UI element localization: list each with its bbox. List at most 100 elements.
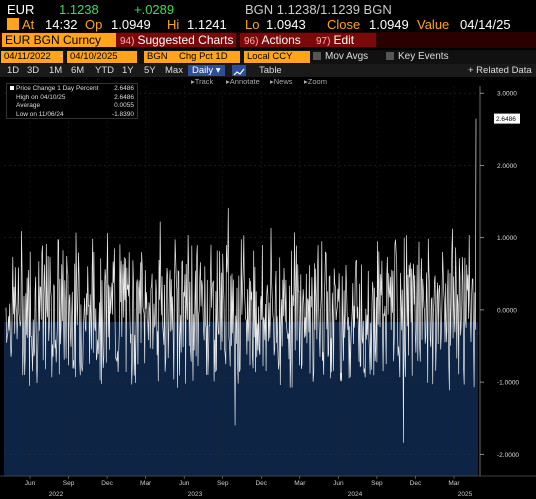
y-tick-label: 3.0000: [497, 91, 517, 98]
y-tick-label: 1.0000: [497, 235, 517, 242]
x-month-label: Jun: [179, 480, 190, 487]
low-label: Lo: [245, 17, 260, 32]
legend-value: 2.6486: [114, 85, 134, 92]
series-layer: [5, 118, 477, 443]
suggested-num: 94): [120, 36, 135, 47]
legend-label: Average: [16, 102, 41, 110]
close-value: 1.0949: [369, 17, 409, 32]
series-swatch: [10, 86, 14, 90]
x-year-label: 2022: [49, 491, 64, 498]
study-field[interactable]: Chg Pct 1D: [176, 51, 240, 63]
actions-label: Actions: [261, 33, 301, 47]
y-tick-label: 0.0000: [497, 307, 517, 314]
security-field[interactable]: EUR BGN Curncy: [2, 33, 120, 47]
range-1m[interactable]: 1M: [49, 65, 63, 76]
edit-button[interactable]: 97) Edit: [312, 33, 376, 47]
chart-legend: Price Change 1 Day Percent 2.6486 High on…: [6, 83, 138, 119]
price-change: +.0289: [134, 2, 175, 17]
chevron-down-icon: ▾: [215, 65, 221, 76]
range-ytd[interactable]: YTD: [95, 65, 114, 76]
start-date-field[interactable]: 04/11/2022: [1, 51, 63, 63]
x-month-label: Sep: [371, 480, 383, 487]
last-value-tag: [494, 113, 520, 124]
status-bar: At 14:32 Op 1.0949 Hi 1.1241 Lo 1.0943 C…: [0, 17, 536, 32]
legend-label: Low on 11/06/24: [16, 110, 64, 118]
news-tool[interactable]: ▸ News: [270, 77, 293, 86]
legend-row: Price Change 1 Day Percent 2.6486: [10, 85, 134, 94]
x-month-label: Sep: [63, 480, 75, 487]
x-year-label: 2024: [348, 491, 363, 498]
high-value: 1.1241: [187, 17, 227, 32]
range-5y[interactable]: 5Y: [144, 65, 156, 76]
legend-label: High on 04/10/25: [16, 93, 66, 101]
key-events-label: Key Events: [398, 51, 449, 62]
range-max[interactable]: Max: [165, 65, 183, 76]
news-label: News: [273, 77, 293, 86]
last-value-label: 2.6486: [496, 116, 516, 123]
date-separator: -: [60, 51, 64, 62]
time: 14:32: [45, 17, 78, 32]
source-field[interactable]: BGN: [144, 51, 176, 63]
x-month-label: Mar: [448, 480, 460, 487]
x-month-label: Jun: [25, 480, 36, 487]
menu-bar: EUR BGN Curncy 94) Suggested Charts 96) Ac…: [0, 32, 536, 48]
track-tool[interactable]: ▸ Track: [191, 77, 214, 86]
range-1d[interactable]: 1D: [7, 65, 20, 76]
actions-button[interactable]: 96) Actions: [240, 33, 312, 47]
checkbox-icon: [386, 52, 394, 60]
related-data-button[interactable]: + Related Data: [468, 65, 532, 76]
track-label: Track: [194, 77, 214, 86]
legend-value: 2.6486: [114, 93, 134, 101]
end-date-field[interactable]: 04/10/2025: [67, 51, 137, 63]
line-chart-glyph: [233, 68, 245, 76]
edit-label: Edit: [333, 33, 355, 47]
x-month-label: Mar: [294, 480, 306, 487]
y-tick-label: -2.0000: [497, 452, 519, 459]
ticker: EUR: [7, 2, 35, 17]
mov-avgs-toggle[interactable]: Mov Avgs: [313, 50, 368, 64]
checkbox-icon: [313, 52, 321, 60]
table-button[interactable]: Table: [259, 65, 282, 76]
suggested-label: Suggested Charts: [137, 33, 234, 47]
x-month-label: Sep: [217, 480, 229, 487]
zoom-label: Zoom: [307, 77, 327, 86]
value-label: Value: [417, 17, 450, 32]
x-month-label: Dec: [410, 480, 422, 487]
range-1y[interactable]: 1Y: [122, 65, 134, 76]
legend-row: Low on 11/06/24 -1.8390: [10, 111, 134, 120]
y-tick-label: -1.0000: [497, 380, 519, 387]
legend-value: -1.8390: [111, 110, 134, 118]
last-price: 1.1238: [59, 2, 99, 17]
zoom-tool[interactable]: ▸ Zoom: [304, 77, 327, 86]
bid-ask: BGN 1.1238/1.1239 BGN: [245, 2, 392, 17]
open-value: 1.0949: [111, 17, 151, 32]
value-date: 04/14/25: [460, 17, 511, 32]
x-month-label: Dec: [101, 480, 113, 487]
range-6m[interactable]: 6M: [71, 65, 85, 76]
price-change-chart[interactable]: 3.0000 2.0000 1.0000 0.0000 -1.0000 -2.0000 2.…: [0, 86, 536, 499]
edit-num: 97): [316, 36, 331, 47]
legend-value: 0.0055: [114, 102, 134, 110]
low-value: 1.0943: [266, 17, 306, 32]
chart-tools: ▸ Track ▸ Annotate ▸ News ▸ Zoom: [0, 77, 536, 86]
legend-row: Average 0.0055: [10, 102, 134, 111]
x-year-label: 2025: [458, 491, 473, 498]
actions-num: 96): [244, 36, 259, 47]
key-events-toggle[interactable]: Key Events: [386, 50, 449, 64]
currency-field[interactable]: Local CCY: [244, 51, 310, 63]
suggested-charts-button[interactable]: 94) Suggested Charts: [116, 33, 236, 47]
x-month-label: Dec: [255, 480, 267, 487]
x-month-label: Jun: [333, 480, 344, 487]
quote-bar: EUR 1.1238 +.0289 BGN 1.1238/1.1239 BGN: [0, 0, 536, 17]
frequency-dropdown[interactable]: Daily ▾: [188, 65, 225, 76]
mov-avgs-label: Mov Avgs: [325, 51, 369, 62]
range-3d[interactable]: 3D: [27, 65, 40, 76]
range-bar: 1D 3D 1M 6M YTD 1Y 5Y Max Daily ▾ Table …: [0, 64, 536, 77]
open-label: Op: [85, 17, 103, 32]
line-chart-icon[interactable]: [232, 65, 246, 76]
annotate-tool[interactable]: ▸ Annotate: [226, 77, 260, 86]
x-year-label: 2023: [188, 491, 203, 498]
series-line: [5, 118, 477, 443]
status-icon: [7, 18, 19, 30]
frequency-label: Daily: [192, 65, 214, 76]
